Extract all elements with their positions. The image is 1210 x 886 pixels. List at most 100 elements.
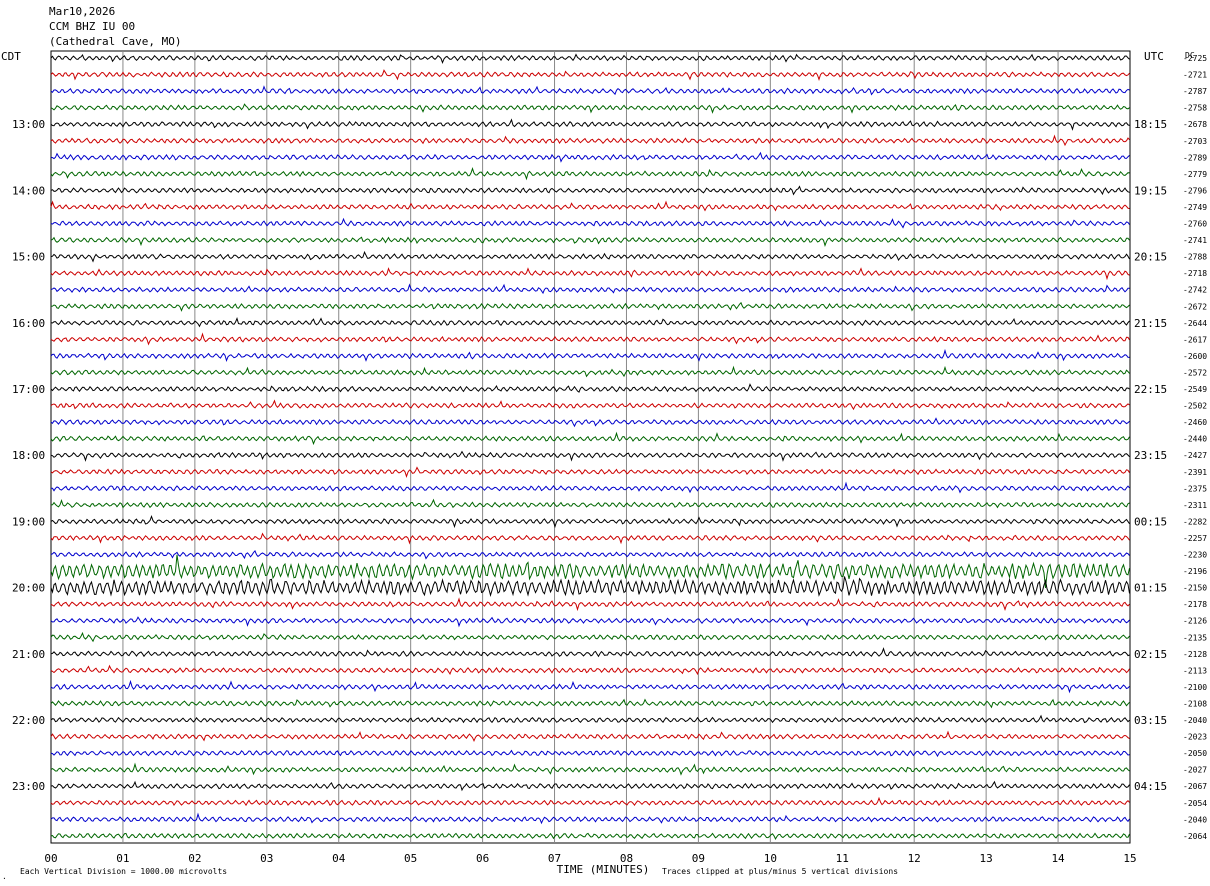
dc-offset-label: -2725	[1183, 54, 1207, 63]
minute-tick-label: 13	[980, 852, 993, 865]
dc-offset-label: -2113	[1183, 666, 1207, 675]
dc-offset-label: -2440	[1183, 435, 1207, 444]
cdt-hour-label: 16:00	[12, 317, 45, 330]
utc-hour-label: 23:15	[1134, 449, 1167, 462]
seismic-trace	[50, 118, 1130, 131]
dc-offset-label: -2572	[1183, 368, 1207, 377]
seismic-trace	[50, 200, 1130, 212]
grid-lines	[50, 50, 1131, 844]
dc-offset-label: -2178	[1183, 600, 1207, 609]
seismic-trace	[50, 796, 1130, 807]
clip-note: Traces clipped at plus/minus 5 vertical …	[662, 867, 899, 876]
dc-header: DC	[1185, 51, 1195, 60]
dc-offset-label: -2718	[1183, 269, 1207, 278]
dc-offset-label: -2040	[1183, 815, 1207, 824]
cdt-hour-label: 18:00	[12, 449, 45, 462]
cdt-hour-label: 15:00	[12, 251, 45, 264]
left-timezone-label: CDT	[1, 50, 21, 63]
seismic-trace	[50, 832, 1130, 840]
axis-labels: -2725 -2721 -2787 -2758 -2678 -2703 -2789 -2779…	[1, 50, 1207, 876]
dc-offset-label: -2027	[1183, 766, 1207, 775]
x-axis-title: TIME (MINUTES)	[557, 863, 650, 876]
seismic-trace	[50, 762, 1130, 776]
dc-offset-label: -2721	[1183, 71, 1207, 80]
utc-hour-label: 20:15	[1134, 251, 1167, 264]
minute-tick-label: 04	[332, 852, 346, 865]
seismic-trace	[50, 151, 1130, 163]
cdt-hour-label: 22:00	[12, 714, 45, 727]
seismic-trace	[50, 417, 1130, 428]
minute-tick-label: 12	[908, 852, 921, 865]
seismic-trace	[50, 515, 1130, 529]
dc-offset-label: -2760	[1183, 220, 1207, 229]
dc-offset-label: -2672	[1183, 302, 1207, 311]
dc-offset-label: -2054	[1183, 799, 1207, 808]
cdt-hour-label: 21:00	[12, 648, 45, 661]
minute-tick-label: 01	[116, 852, 129, 865]
dc-offset-label: -2391	[1183, 468, 1207, 477]
minute-tick-label: 05	[404, 852, 417, 865]
seismic-trace	[50, 554, 1130, 588]
dc-offset-label: -2644	[1183, 319, 1207, 328]
seismic-trace	[50, 431, 1130, 446]
minute-tick-label: 14	[1051, 852, 1065, 865]
seismic-trace	[50, 217, 1130, 229]
dc-offset-label: -2779	[1183, 170, 1207, 179]
dc-offset-label: -2502	[1183, 402, 1207, 411]
utc-hour-label: 01:15	[1134, 582, 1167, 595]
cdt-hour-label: 17:00	[12, 383, 45, 396]
seismic-trace	[50, 283, 1130, 295]
dc-offset-label: -2789	[1183, 153, 1207, 162]
utc-hour-label: 21:15	[1134, 317, 1167, 330]
dc-offset-label: -2023	[1183, 733, 1207, 742]
seismic-trace	[50, 730, 1130, 743]
seismic-trace	[50, 69, 1130, 81]
seismic-trace	[50, 383, 1130, 393]
seismic-trace	[50, 134, 1130, 147]
dc-offset-label: -2135	[1183, 633, 1207, 642]
seismic-trace	[50, 236, 1130, 247]
dc-offset-label: -2788	[1183, 253, 1207, 262]
dc-offset-label: -2257	[1183, 534, 1207, 543]
plot-frame	[50, 50, 1131, 844]
dc-offset-label: -2067	[1183, 782, 1207, 791]
cdt-hour-label: 14:00	[12, 184, 45, 197]
dc-offset-label: -2741	[1183, 236, 1207, 245]
seismic-trace	[50, 780, 1130, 792]
seismic-trace	[50, 185, 1130, 196]
seismic-trace	[50, 103, 1130, 114]
utc-hour-label: 22:15	[1134, 383, 1167, 396]
cdt-hour-label: 20:00	[12, 582, 45, 595]
dc-offset-label: -2040	[1183, 716, 1207, 725]
seismic-trace	[50, 631, 1130, 643]
dc-offset-label: -2128	[1183, 650, 1207, 659]
seismic-trace	[50, 53, 1130, 65]
dc-offset-label: -2678	[1183, 120, 1207, 129]
dc-offset-label: -2758	[1183, 104, 1207, 113]
minute-tick-label: 00	[44, 852, 57, 865]
cdt-hour-label: 19:00	[12, 515, 45, 528]
utc-hour-label: 18:15	[1134, 118, 1167, 131]
scale-note: Each Vertical Division = 1000.00 microvo…	[20, 867, 228, 876]
dc-offset-label: -2230	[1183, 551, 1207, 560]
seismic-trace	[50, 664, 1130, 676]
dc-offset-label: -2617	[1183, 335, 1207, 344]
utc-hour-label: 19:15	[1134, 184, 1167, 197]
seismic-trace	[50, 167, 1130, 181]
dc-offset-label: -2749	[1183, 203, 1207, 212]
seismic-trace	[50, 549, 1130, 560]
utc-hour-label: 03:15	[1134, 714, 1167, 727]
dc-offset-label: -2375	[1183, 484, 1207, 493]
dc-offset-label: -2126	[1183, 617, 1207, 626]
seismic-trace	[50, 250, 1130, 263]
dc-offset-label: -2703	[1183, 137, 1207, 146]
utc-hour-label: 04:15	[1134, 780, 1167, 793]
seismic-trace	[50, 267, 1130, 281]
dc-offset-label: -2427	[1183, 451, 1207, 460]
header-date: Mar10,2026	[49, 5, 116, 18]
minute-tick-label: 10	[764, 852, 777, 865]
dc-offset-label: -2050	[1183, 749, 1207, 758]
seismic-trace	[50, 317, 1130, 328]
seismic-trace	[50, 714, 1130, 724]
